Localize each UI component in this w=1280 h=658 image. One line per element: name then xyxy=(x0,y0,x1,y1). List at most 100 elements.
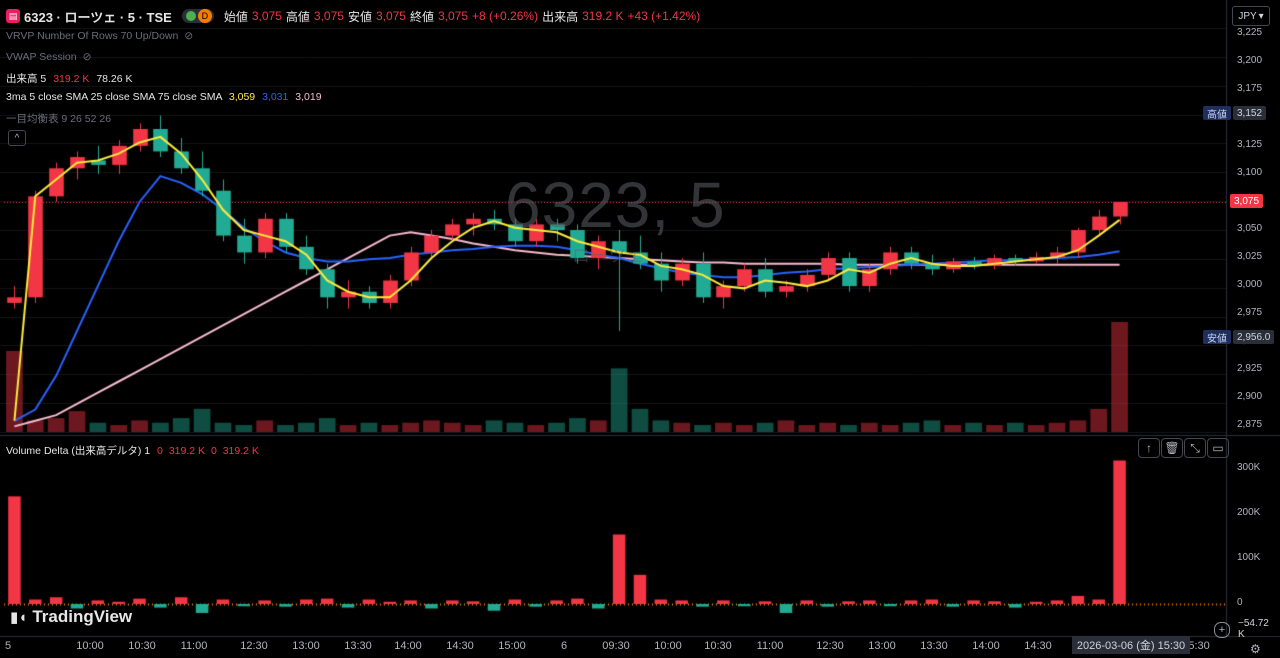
price-tick-label: 3,175 xyxy=(1237,82,1263,94)
time-tick-label: 11:00 xyxy=(180,640,208,652)
ma25-value: 3,031 xyxy=(262,91,289,103)
time-tick-label: 14:00 xyxy=(394,640,422,652)
price-tick-label: 3,050 xyxy=(1237,223,1263,234)
settings-gear-icon[interactable]: ⚙ xyxy=(1250,642,1261,656)
symbol-title[interactable]: 6323 · ローツェ · 5 · TSE xyxy=(24,9,172,25)
vd-v1: 0 xyxy=(157,445,163,457)
high-tag-value: 3,152 xyxy=(1233,106,1267,120)
collapse-pane-button[interactable]: ⤡ xyxy=(1184,438,1206,458)
ichimoku-indicator[interactable]: 一目均衡表 9 26 52 26 xyxy=(6,111,111,126)
hidden-eye-icon[interactable]: ⊘ xyxy=(184,30,194,42)
price-tick-label: 2,925 xyxy=(1237,363,1263,375)
name-watermark: ローツェ xyxy=(572,246,644,266)
currency-button[interactable]: JPY ▾ xyxy=(1232,6,1270,26)
price-tick-label: 2,900 xyxy=(1237,391,1263,403)
last-price-tag: 3,075 xyxy=(1230,194,1264,208)
price-tick-label: 3,025 xyxy=(1237,251,1263,263)
delay-badge: D xyxy=(197,9,212,23)
symbol-legend[interactable]: ▤ 6323 · ローツェ · 5 · TSE D 始値 3,075 高値 3,07… xyxy=(6,6,700,26)
tradingview-mark-icon: ▮◖ xyxy=(10,609,28,626)
market-status-icon xyxy=(185,11,196,21)
tradingview-logo[interactable]: ▮◖ TradingView xyxy=(10,607,132,627)
time-tick-label: 11:00 xyxy=(756,640,784,652)
time-tick-label: 12:30 xyxy=(240,640,268,652)
time-tick-label: 5 xyxy=(5,640,12,652)
vwap-label: VWAP Session xyxy=(6,51,77,63)
high-tag-label: 高値 xyxy=(1207,109,1227,121)
currency-label: JPY xyxy=(1238,10,1257,22)
volume-ind-v1: 319.2 K xyxy=(53,73,90,85)
time-tick-label: 10:00 xyxy=(76,640,104,652)
low-value: 3,075 xyxy=(375,9,406,23)
time-tick-label: 15:00 xyxy=(498,640,526,652)
low-tag-value: 2,956.0 xyxy=(1233,330,1275,344)
volume-ind-v2: 78.26 K xyxy=(96,73,133,85)
vd-last-value: −54.72 K xyxy=(1234,618,1280,640)
price-tick-label: 2,875 xyxy=(1237,419,1263,431)
time-tick-label: 09:30 xyxy=(602,640,630,652)
exchange-icon: ▤ xyxy=(6,9,20,23)
volume-indicator[interactable]: 出来高 5 319.2 K 78.26 K xyxy=(6,71,133,86)
time-tick-label: 12:30 xyxy=(816,640,844,652)
zoom-add-icon[interactable]: + xyxy=(1214,622,1230,638)
low-label: 安値 xyxy=(347,9,372,24)
ma-indicator[interactable]: 3ma 5 close SMA 25 close SMA 75 close SM… xyxy=(6,91,322,103)
time-tick-label: 14:00 xyxy=(972,640,1000,652)
open-value: 3,075 xyxy=(251,9,282,23)
ma75-value: 3,019 xyxy=(295,91,322,103)
cursor-date-label: 2026-03-06 (金) 15:30 xyxy=(1072,636,1190,654)
vrvp-indicator[interactable]: VRVP Number Of Rows 70 Up/Down ⊘ xyxy=(6,30,193,42)
high-tag: 高値 xyxy=(1203,106,1231,121)
price-tick-label: 3,100 xyxy=(1237,166,1263,178)
volume-value: 319.2 K xyxy=(582,9,624,23)
time-tick-label: 6 xyxy=(560,640,568,652)
collapse-legend-button[interactable]: ^ xyxy=(8,130,26,146)
time-tick-label: 14:30 xyxy=(1024,640,1052,652)
time-tick-label: 10:00 xyxy=(654,640,682,652)
maximize-pane-button[interactable]: ▭ xyxy=(1207,438,1229,458)
chevron-down-icon: ▾ xyxy=(1258,10,1264,22)
logo-text: TradingView xyxy=(32,607,133,626)
high-label: 高値 xyxy=(285,9,310,24)
close-value: 3,075 xyxy=(438,9,469,23)
price-tick-label: 2,975 xyxy=(1237,307,1263,319)
status-pill[interactable]: D xyxy=(181,9,214,23)
time-tick-label: 13:30 xyxy=(920,640,948,652)
delete-pane-icon[interactable]: 🗑 xyxy=(1161,438,1183,458)
time-tick-label: 10:30 xyxy=(128,640,156,652)
vd-v2: 319.2 K xyxy=(168,445,206,457)
low-tag-label: 安値 xyxy=(1207,333,1227,345)
vd-tick-label: 100K xyxy=(1237,552,1261,564)
move-pane-up-button[interactable]: ↑ xyxy=(1138,438,1160,458)
close-label: 終値 xyxy=(409,9,434,24)
vwap-indicator[interactable]: VWAP Session ⊘ xyxy=(6,51,91,63)
volume-label: 出来高 xyxy=(542,9,579,24)
vd-tick-label: 0 xyxy=(1237,597,1243,608)
vd-tick-label: 300K xyxy=(1237,462,1261,474)
ma-label: 3ma 5 close SMA 25 close SMA 75 close SM… xyxy=(6,91,222,103)
ichimoku-label: 一目均衡表 9 26 52 26 xyxy=(6,113,112,125)
time-tick-label: 13:00 xyxy=(292,640,320,652)
time-tick-label: 10:30 xyxy=(704,640,732,652)
open-label: 始値 xyxy=(223,9,248,24)
time-tick-label: 13:30 xyxy=(344,640,372,652)
price-tick-label: 3,200 xyxy=(1237,54,1263,66)
vrvp-label: VRVP Number Of Rows 70 Up/Down xyxy=(6,30,179,42)
low-tag: 安値 xyxy=(1203,330,1231,345)
hidden-eye-icon[interactable]: ⊘ xyxy=(82,51,92,63)
price-tick-label: 3,125 xyxy=(1237,138,1263,150)
ma5-value: 3,059 xyxy=(228,91,256,103)
volume-delta-title: Volume Delta (出来高デルタ) 1 xyxy=(6,445,151,457)
vd-v4: 319.2 K xyxy=(222,445,259,457)
price-tick-label: 3,000 xyxy=(1237,279,1263,291)
symbol-watermark: 6323, 5 xyxy=(505,169,726,241)
change-value: +8 (+0.26%) xyxy=(472,9,539,23)
vd-tick-label: 200K xyxy=(1237,507,1261,519)
volume-delta-legend[interactable]: Volume Delta (出来高デルタ) 1 0 319.2 K 0 319.… xyxy=(6,443,259,458)
volume-change: +43 (+1.42%) xyxy=(627,9,701,23)
price-tick-label: 3,225 xyxy=(1237,26,1263,38)
volume-ind-label: 出来高 5 xyxy=(6,73,47,85)
time-tick-label: 13:00 xyxy=(868,640,896,652)
time-tick-label: 14:30 xyxy=(446,640,474,652)
